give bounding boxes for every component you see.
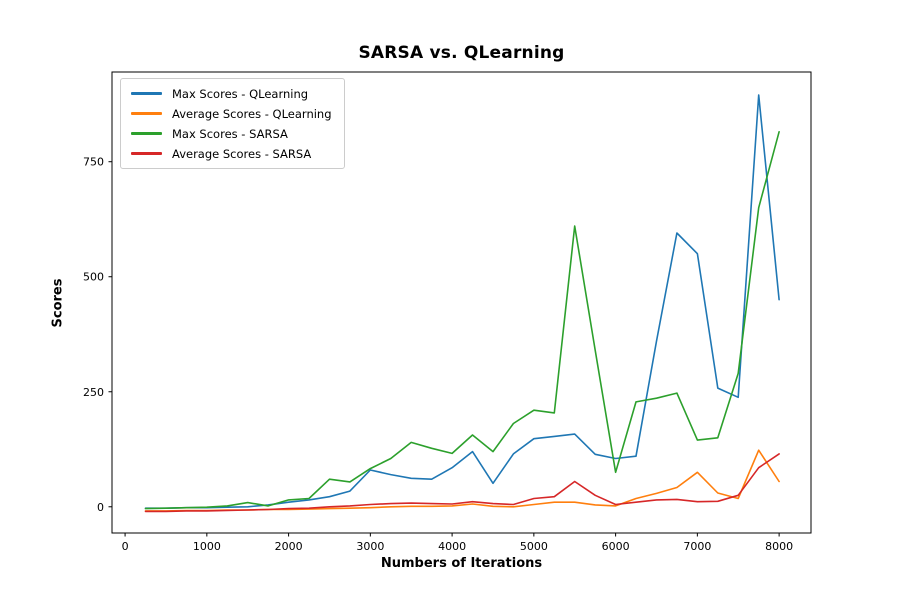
x-tick-label: 3000 [356,540,384,553]
legend-line-swatch [131,112,162,115]
legend: Max Scores - QLearning Average Scores - … [120,78,345,169]
x-axis-label: Numbers of Iterations [380,556,543,571]
x-tick-label: 5000 [520,540,548,553]
x-tick-label: 2000 [275,540,303,553]
legend-label: Average Scores - SARSA [172,146,312,161]
legend-label: Max Scores - SARSA [172,126,288,141]
legend-line-swatch [131,132,162,135]
legend-item-average-scores-qlearning: Average Scores - QLearning [131,106,332,121]
legend-item-max-scores-qlearning: Max Scores - QLearning [131,86,332,101]
x-tick-label: 0 [122,540,129,553]
chart-title: SARSA vs. QLearning [358,43,565,63]
x-tick-label: 4000 [438,540,466,553]
y-tick-label: 750 [83,156,104,169]
line-max-scores-qlearning [144,94,780,510]
legend-line-swatch [131,152,162,155]
x-tick-label: 6000 [602,540,630,553]
y-axis-label: Scores [50,278,66,328]
line-max-scores-sarsa [144,131,780,510]
legend-label: Average Scores - QLearning [172,106,332,121]
x-tick-label: 7000 [683,540,711,553]
legend-item-max-scores-sarsa: Max Scores - SARSA [131,126,332,141]
series-lines [144,94,780,513]
x-tick-label: 8000 [765,540,793,553]
legend-item-average-scores-sarsa: Average Scores - SARSA [131,146,332,161]
plot-frame [111,71,812,534]
legend-label: Max Scores - QLearning [172,86,309,101]
y-tick-label: 0 [97,501,104,514]
axis-ticks: 0 1000 2000 3000 4000 5000 6000 7000 8000 0 250 500… [83,156,793,553]
y-tick-label: 250 [83,386,104,399]
x-tick-label: 1000 [193,540,221,553]
plot-border [111,71,812,534]
y-tick-label: 500 [83,271,104,284]
line-average-scores-sarsa [144,453,780,513]
legend-line-swatch [131,92,162,95]
